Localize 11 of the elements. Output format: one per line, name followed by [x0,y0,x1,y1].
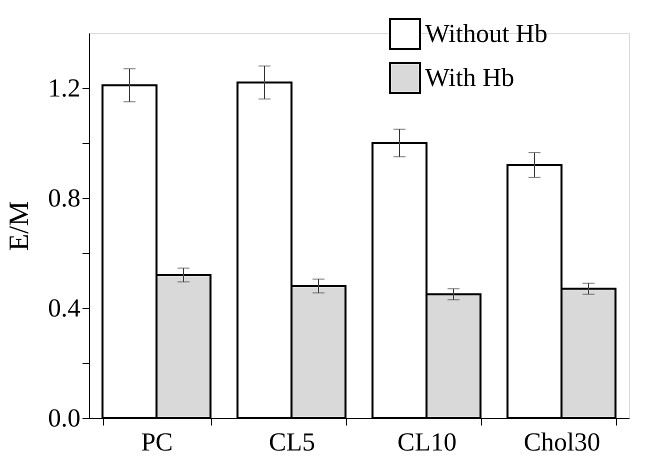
x-tick-label: CL10 [397,428,457,456]
x-tick-label: CL5 [268,428,316,456]
legend-label: Without Hb [425,19,548,48]
x-tick-label: PC [141,428,173,456]
legend-label: With Hb [425,63,514,92]
y-tick-label: 1.2 [48,74,80,102]
y-tick-label: 0.4 [48,294,80,322]
y-tick-label: 0.8 [48,184,80,212]
y-tick-label: 0.0 [48,404,80,432]
x-tick-label: Chol30 [524,428,600,456]
y-axis-title: E/M [4,201,35,251]
